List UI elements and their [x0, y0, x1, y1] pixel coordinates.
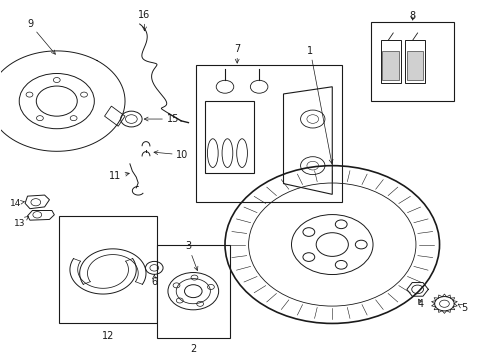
- Bar: [157, 244, 229, 338]
- Text: 4: 4: [417, 299, 423, 309]
- Text: 1: 1: [306, 46, 332, 163]
- Text: 15: 15: [144, 114, 179, 124]
- Bar: [382, 51, 398, 80]
- Text: 8: 8: [409, 11, 415, 21]
- Bar: [195, 65, 341, 202]
- Text: 12: 12: [102, 331, 114, 341]
- Bar: [205, 101, 254, 173]
- Text: 9: 9: [27, 19, 55, 54]
- Text: 3: 3: [185, 241, 198, 270]
- Bar: [59, 216, 157, 323]
- Text: 16: 16: [138, 10, 150, 31]
- Text: 14: 14: [10, 199, 24, 208]
- Text: 10: 10: [154, 150, 188, 160]
- Text: 5: 5: [457, 303, 467, 314]
- Text: 6: 6: [151, 274, 157, 287]
- Bar: [370, 22, 453, 101]
- Text: 13: 13: [15, 216, 29, 228]
- Text: 2: 2: [190, 343, 196, 354]
- Text: 11: 11: [109, 171, 129, 181]
- Bar: [406, 51, 423, 80]
- Text: 7: 7: [234, 44, 240, 63]
